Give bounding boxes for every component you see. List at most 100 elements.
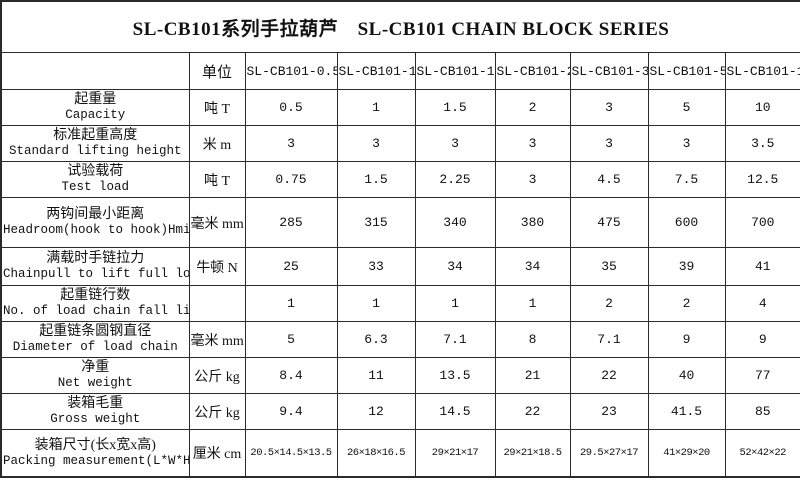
row-unit-cell: 厘米 cm: [188, 429, 246, 477]
row-label-cell: 试验载荷 Test load: [0, 161, 190, 198]
spec-value-cell: 12.5: [724, 161, 800, 198]
row-label-cell: 装箱尺寸(长x宽x高) Packing measurement(L*W*H): [0, 429, 190, 477]
spec-value-cell: 39: [647, 247, 726, 286]
spec-row: 满载时手链拉力 Chainpull to lift full load 牛顿 N 25…: [0, 247, 800, 286]
row-label-cell: 两钩间最小距离 Headroom(hook to hook)Hmin: [0, 197, 190, 248]
spec-value-cell: 700: [724, 197, 800, 248]
spec-value-cell: 29.5×27×17: [569, 429, 649, 477]
row-unit-cell: 吨 T: [188, 161, 246, 198]
spec-value-cell: 1: [244, 285, 338, 322]
row-label-en: Standard lifting height: [8, 144, 182, 159]
spec-value-cell: 52×42×22: [724, 429, 800, 477]
spec-value-cell: 1: [494, 285, 571, 322]
row-label-en: Net weight: [57, 376, 133, 391]
row-unit-cell: 毫米 mm: [188, 321, 246, 358]
spec-value-cell: 0.5: [244, 89, 338, 126]
spec-value-cell: 3: [244, 125, 338, 162]
spec-value-cell: 7.1: [569, 321, 649, 358]
spec-value-cell: 33: [336, 247, 416, 286]
spec-value-cell: 3: [414, 125, 496, 162]
corner-cell: [0, 52, 190, 90]
spec-value-cell: 22: [569, 357, 649, 394]
row-label-cn: 两钩间最小距离: [46, 207, 145, 223]
spec-value-cell: 3: [569, 125, 649, 162]
spec-value-cell: 9: [724, 321, 800, 358]
spec-value-cell: 35: [569, 247, 649, 286]
row-label-cn: 装箱毛重: [67, 396, 124, 412]
spec-value-cell: 0.75: [244, 161, 338, 198]
row-unit-cell: 米 m: [188, 125, 246, 162]
row-label-cn: 标准起重高度: [53, 128, 138, 144]
spec-table-body: 起重量 Capacity 吨 T 0.5 1 1.5 2 3 5 10 标准起重高度 Standard…: [0, 89, 800, 477]
spec-value-cell: 26×18×16.5: [336, 429, 416, 477]
row-label-cell: 起重量 Capacity: [0, 89, 190, 126]
row-label-en: No. of load chain fall lines: [3, 304, 188, 319]
spec-value-cell: 22: [494, 393, 571, 430]
spec-value-cell: 2.25: [414, 161, 496, 198]
spec-value-cell: 9.4: [244, 393, 338, 430]
spec-value-cell: 2: [569, 285, 649, 322]
row-label-en: Headroom(hook to hook)Hmin: [3, 223, 189, 238]
spec-row: 起重链条圆钢直径 Diameter of load chain 毫米 mm 5 6.3 7…: [0, 321, 800, 358]
spec-value-cell: 7.1: [414, 321, 496, 358]
spec-value-cell: 600: [647, 197, 726, 248]
spec-value-cell: 3: [569, 89, 649, 126]
row-label-cn: 净重: [81, 360, 110, 376]
spec-value-cell: 5: [244, 321, 338, 358]
spec-value-cell: 9: [647, 321, 726, 358]
spec-value-cell: 340: [414, 197, 496, 248]
model-column-header: SL-CB101-2: [494, 52, 571, 90]
spec-value-cell: 1.5: [414, 89, 496, 126]
spec-value-cell: 13.5: [414, 357, 496, 394]
row-label-en: Test load: [61, 180, 129, 195]
spec-value-cell: 12: [336, 393, 416, 430]
model-column-header: SL-CB101-3: [569, 52, 649, 90]
spec-value-cell: 14.5: [414, 393, 496, 430]
row-unit-cell: 吨 T: [188, 89, 246, 126]
spec-value-cell: 29×21×18.5: [494, 429, 571, 477]
row-label-en: Gross weight: [50, 412, 141, 427]
row-label-cn: 起重量: [74, 92, 117, 108]
spec-row: 标准起重高度 Standard lifting height 米 m 3 3 3 3 3 3 3.…: [0, 125, 800, 162]
spec-value-cell: 4.5: [569, 161, 649, 198]
page-title: SL-CB101系列手拉葫芦 SL-CB101 CHAIN BLOCK SERI…: [0, 0, 800, 53]
spec-value-cell: 285: [244, 197, 338, 248]
spec-value-cell: 21: [494, 357, 571, 394]
spec-value-cell: 3: [494, 125, 571, 162]
spec-value-cell: 1: [336, 285, 416, 322]
spec-value-cell: 20.5×14.5×13.5: [244, 429, 338, 477]
spec-value-cell: 10: [724, 89, 800, 126]
row-label-en: Capacity: [65, 108, 126, 123]
spec-value-cell: 5: [647, 89, 726, 126]
row-label-cell: 净重 Net weight: [0, 357, 190, 394]
row-label-cn: 起重链行数: [60, 288, 131, 304]
spec-row: 净重 Net weight 公斤 kg 8.4 11 13.5 21 22 40 77: [0, 357, 800, 394]
row-unit-cell: 公斤 kg: [188, 357, 246, 394]
spec-value-cell: 7.5: [647, 161, 726, 198]
spec-value-cell: 315: [336, 197, 416, 248]
spec-value-cell: 380: [494, 197, 571, 248]
spec-value-cell: 475: [569, 197, 649, 248]
row-unit-cell: 牛顿 N: [188, 247, 246, 286]
spec-value-cell: 4: [724, 285, 800, 322]
spec-row: 起重量 Capacity 吨 T 0.5 1 1.5 2 3 5 10: [0, 89, 800, 126]
spec-row: 装箱尺寸(长x宽x高) Packing measurement(L*W*H) 厘米 …: [0, 429, 800, 477]
spec-value-cell: 1: [336, 89, 416, 126]
model-column-header: SL-CB101-1.5: [414, 52, 496, 90]
spec-value-cell: 2: [647, 285, 726, 322]
row-label-cn: 起重链条圆钢直径: [39, 324, 152, 340]
title-row: SL-CB101系列手拉葫芦 SL-CB101 CHAIN BLOCK SERI…: [0, 0, 800, 53]
spec-value-cell: 23: [569, 393, 649, 430]
row-label-en: Diameter of load chain: [12, 340, 178, 355]
spec-value-cell: 11: [336, 357, 416, 394]
row-label-cn: 满载时手链拉力: [46, 251, 145, 267]
unit-column-header: 单位: [188, 52, 246, 90]
spec-value-cell: 85: [724, 393, 800, 430]
row-label-cell: 起重链条圆钢直径 Diameter of load chain: [0, 321, 190, 358]
model-column-header: SL-CB101-5: [647, 52, 726, 90]
row-label-en: Chainpull to lift full load: [3, 267, 189, 282]
